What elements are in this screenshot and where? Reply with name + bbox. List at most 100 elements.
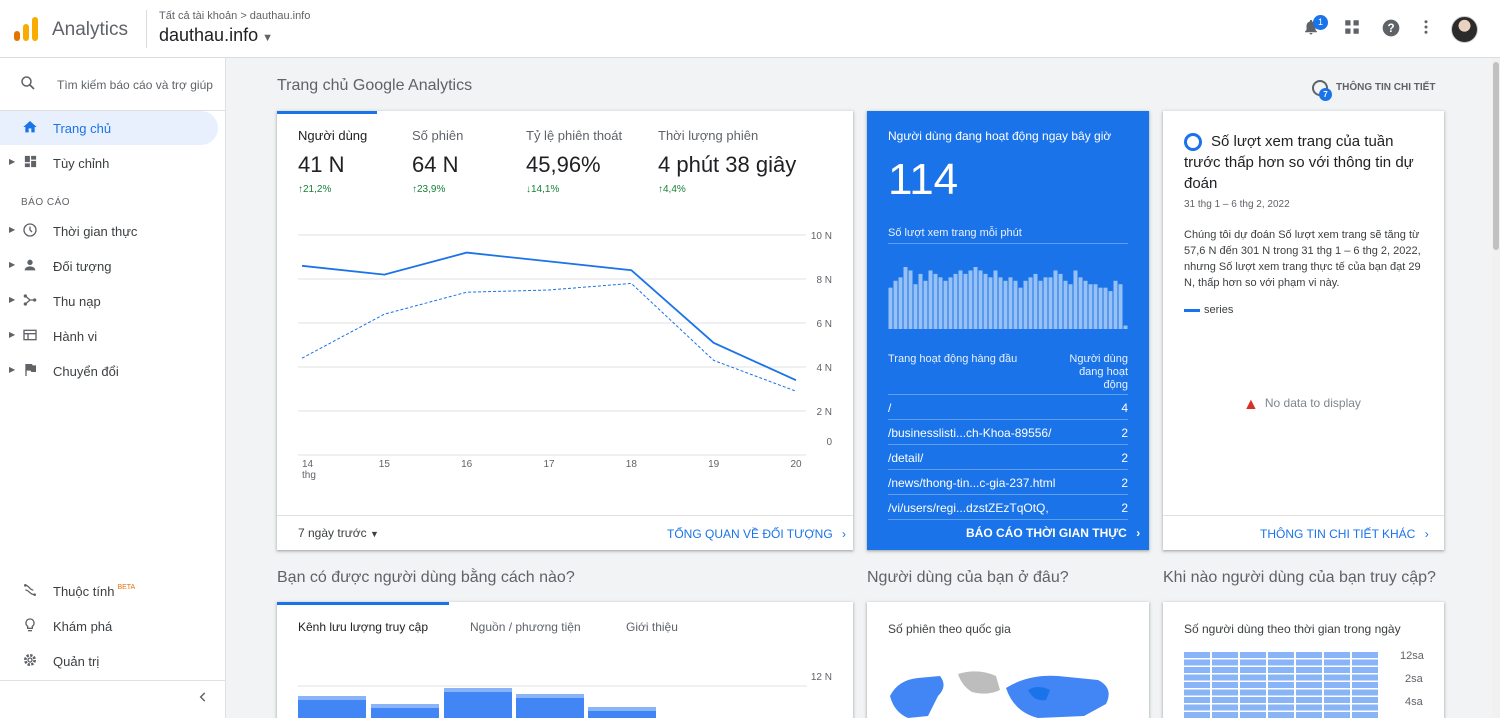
metric-change: ↑23,9% <box>412 184 446 195</box>
more-insights-link[interactable]: THÔNG TIN CHI TIẾT KHÁC › <box>1260 527 1429 541</box>
expand-arrow-icon: ▶ <box>9 260 16 269</box>
x-tick-label: 20 <box>790 459 802 470</box>
scrollbar-thumb[interactable] <box>1493 62 1499 250</box>
channel-bar-cap <box>444 688 512 692</box>
top-bar: Analytics Tất cả tài khoản > dauthau.inf… <box>0 0 1500 58</box>
heatmap-cell <box>1184 697 1210 703</box>
realtime-card[interactable]: Người dùng đang hoạt động ngay bây giờ 1… <box>867 111 1149 550</box>
tab-source-medium[interactable]: Nguồn / phương tiện <box>470 620 581 634</box>
sidebar-search[interactable]: Tìm kiếm báo cáo và trợ giúp <box>0 70 226 100</box>
analytics-logo-icon[interactable] <box>14 17 38 41</box>
sidebar-item-conversions[interactable]: ▶ Chuyển đổi <box>0 354 218 388</box>
user-count: 2 <box>1121 426 1128 440</box>
date-range-selector[interactable]: 7 ngày trước ▼ <box>298 526 379 540</box>
heatmap-cell <box>1184 674 1210 681</box>
heatmap-cell <box>1324 659 1350 666</box>
heatmap-cell <box>1184 667 1210 673</box>
sidebar-item-admin[interactable]: Quản trị <box>0 644 218 678</box>
table-row[interactable]: /vi/users/regi...dzstZEzTqOtQ, 2 <box>888 495 1128 520</box>
heatmap-cell <box>1352 697 1378 703</box>
person-icon <box>21 257 39 275</box>
sidebar-item-home[interactable]: Trang chủ <box>0 111 218 145</box>
heatmap-cell <box>1212 712 1238 718</box>
user-count: 2 <box>1121 451 1128 465</box>
sidebar-item-property[interactable]: Thuộc tính BETA <box>0 574 218 608</box>
collapse-sidebar-chevron-left-icon[interactable] <box>196 690 210 709</box>
pageview-bar <box>988 277 993 329</box>
y-tick-label: 4 N <box>816 363 832 374</box>
divider <box>888 243 1128 244</box>
sidebar-item-label: Chuyển đổi <box>53 364 119 379</box>
pageview-bar <box>1118 284 1123 329</box>
page-path: /news/thong-tin...c-gia-237.html <box>888 476 1056 490</box>
acquisition-section-title: Bạn có được người dùng bằng cách nào? <box>277 569 575 586</box>
y-tick-label: 6 N <box>816 319 832 330</box>
insight-date: 31 thg 1 – 6 thg 2, 2022 <box>1184 199 1290 210</box>
heatmap-cell <box>1296 712 1322 718</box>
heatmap-cell <box>1268 667 1294 673</box>
heatmap-cell <box>1268 652 1294 658</box>
more-vert-icon[interactable] <box>1415 18 1437 40</box>
search-icon <box>19 74 37 97</box>
audience-overview-link[interactable]: TỔNG QUAN VỀ ĐỐI TƯỢNG › <box>667 527 846 541</box>
heatmap-cell <box>1212 697 1238 703</box>
home-icon <box>21 119 39 137</box>
sidebar-divider <box>0 680 226 681</box>
sidebar-item-realtime[interactable]: ▶ Thời gian thực <box>0 214 218 248</box>
property-path-icon <box>21 582 39 600</box>
insight-title: Số lượt xem trang của tuần trước thấp hơ… <box>1184 133 1414 192</box>
sidebar-divider <box>0 110 226 111</box>
metric-sessions[interactable]: Số phiên 64 N ↑23,9% <box>412 128 463 195</box>
y-tick-label: 10 N <box>811 231 832 242</box>
apps-grid-icon[interactable] <box>1341 18 1363 40</box>
heatmap-cell <box>1352 652 1378 658</box>
breadcrumb[interactable]: Tất cả tài khoản > dauthau.info <box>159 10 311 22</box>
heatmap-cell <box>1212 689 1238 696</box>
svg-text:?: ? <box>1387 22 1394 35</box>
chevron-down-icon: ▼ <box>262 32 273 44</box>
metric-bounce-rate[interactable]: Tỷ lệ phiên thoát 45,96% ↓14,1% <box>526 128 622 195</box>
sidebar-item-discover[interactable]: Khám phá <box>0 609 218 643</box>
pageview-bar <box>973 267 978 329</box>
tab-traffic-channel[interactable]: Kênh lưu lượng truy cập <box>298 620 429 634</box>
heatmap-cell <box>1296 704 1322 711</box>
metric-users[interactable]: Người dùng 41 N ↑21,2% <box>298 128 367 195</box>
heatmap-cell <box>1352 704 1378 711</box>
table-row[interactable]: /4 <box>888 395 1128 420</box>
caret-down-icon: ▼ <box>369 529 379 539</box>
time-section-title: Khi nào người dùng của bạn truy cập? <box>1163 569 1436 586</box>
sidebar-item-customization[interactable]: ▶ Tùy chỉnh <box>0 146 218 180</box>
expand-arrow-icon: ▶ <box>9 330 16 339</box>
metric-session-duration[interactable]: Thời lượng phiên 4 phút 38 giây ↑4,4% <box>658 128 796 195</box>
heatmap-cell <box>1268 659 1294 666</box>
sidebar-item-audience[interactable]: ▶ Đối tượng <box>0 249 218 283</box>
help-icon[interactable]: ? <box>1380 18 1402 40</box>
page-path: /businesslisti...ch-Khoa-89556/ <box>888 426 1052 440</box>
heatmap-cell <box>1268 697 1294 703</box>
pageview-bar <box>1073 270 1078 329</box>
heatmap-cell <box>1296 674 1322 681</box>
sidebar-item-acquisition[interactable]: ▶ Thu nạp <box>0 284 218 318</box>
expand-arrow-icon: ▶ <box>9 225 16 234</box>
heatmap-cell <box>1184 652 1210 658</box>
pageview-bar <box>1083 280 1088 329</box>
heatmap-cell <box>1240 704 1266 711</box>
table-row[interactable]: /detail/2 <box>888 445 1128 470</box>
table-row[interactable]: /businesslisti...ch-Khoa-89556/2 <box>888 420 1128 445</box>
tab-referrals[interactable]: Giới thiệu <box>626 620 678 634</box>
geo-card: Số phiên theo quốc gia <box>867 602 1149 718</box>
page-scrollbar[interactable] <box>1492 58 1500 718</box>
table-row[interactable]: /news/thong-tin...c-gia-237.html 2 <box>888 470 1128 495</box>
pageview-bar <box>1053 270 1058 329</box>
heatmap-cell <box>1324 697 1350 703</box>
metric-label: Thời lượng phiên <box>658 128 759 143</box>
account-name: dauthau.info <box>159 25 259 45</box>
sidebar-item-behavior[interactable]: ▶ Hành vi <box>0 319 218 353</box>
page-path: / <box>888 401 892 415</box>
heatmap-cell <box>1324 674 1350 681</box>
heatmap-cell <box>1212 659 1238 666</box>
top-pages-header: Trang hoạt động hàng đầu <box>888 353 1018 365</box>
realtime-report-link[interactable]: BÁO CÁO THỜI GIAN THỰC › <box>966 526 1140 540</box>
avatar[interactable] <box>1451 16 1478 43</box>
account-selector[interactable]: dauthau.info ▼ <box>159 25 273 46</box>
